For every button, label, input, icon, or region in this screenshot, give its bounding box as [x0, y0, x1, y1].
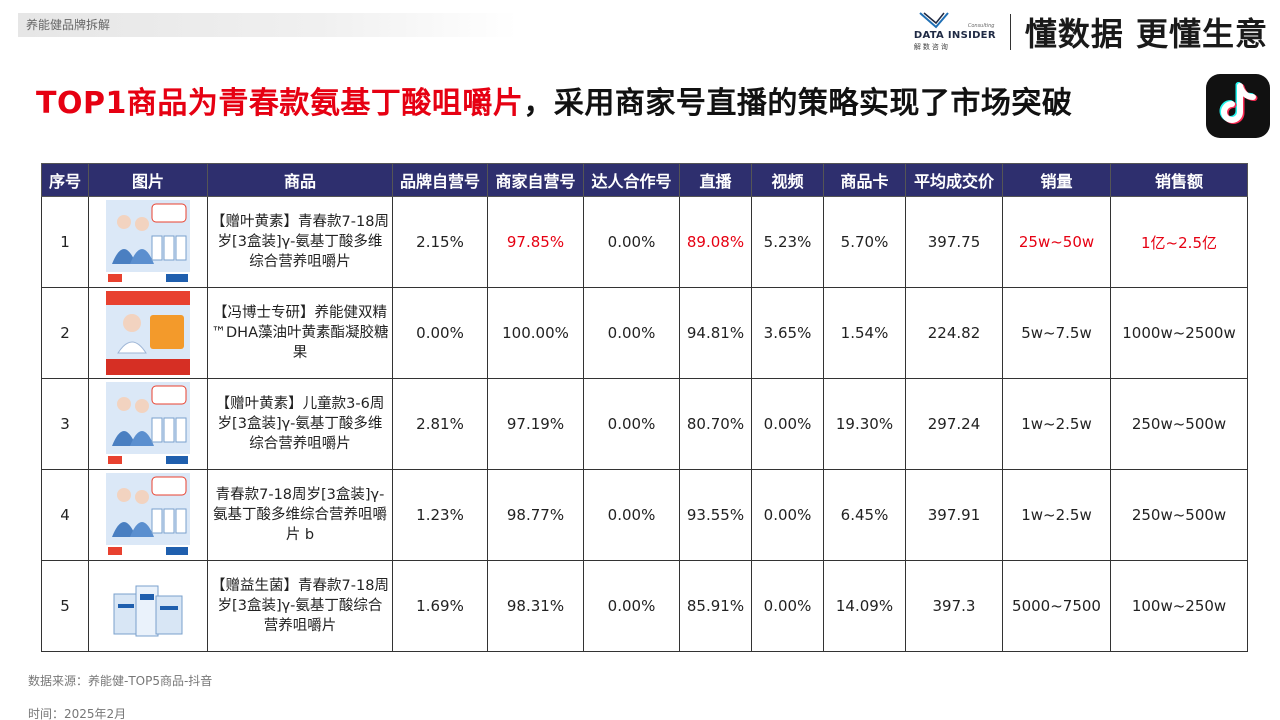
table-row: 2 【冯博士专研】养能健双精™DHA藻油叶黄素酯凝胶糖果 0.00% 100.0… [41, 287, 1248, 379]
product-image [106, 382, 190, 466]
cell-live: 89.08% [679, 196, 752, 288]
cell-merchant-self: 97.85% [487, 196, 584, 288]
cell-image [88, 560, 208, 652]
cell-live: 93.55% [679, 469, 752, 561]
col-header-influencer: 达人合作号 [583, 163, 680, 197]
cell-sales: 100w~250w [1110, 560, 1248, 652]
cell-sales: 250w~500w [1110, 469, 1248, 561]
cell-volume: 1w~2.5w [1002, 378, 1111, 470]
cell-avg-price: 397.91 [905, 469, 1003, 561]
cell-brand-self: 2.15% [392, 196, 488, 288]
product-image [106, 200, 190, 284]
cell-no: 3 [41, 378, 89, 470]
cell-avg-price: 397.75 [905, 196, 1003, 288]
table-header-row: 序号 图片 商品 品牌自营号 商家自营号 达人合作号 直播 视频 商品卡 平均成… [41, 163, 1248, 197]
cell-live: 94.81% [679, 287, 752, 379]
col-header-image: 图片 [88, 163, 208, 197]
slogan: 懂数据 更懂生意 [1024, 15, 1268, 53]
cell-avg-price: 397.3 [905, 560, 1003, 652]
cell-merchant-self: 100.00% [487, 287, 584, 379]
cell-image [88, 469, 208, 561]
cell-card: 1.54% [823, 287, 906, 379]
cell-influencer: 0.00% [583, 287, 680, 379]
col-header-avg-price: 平均成交价 [905, 163, 1003, 197]
cell-card: 5.70% [823, 196, 906, 288]
cell-image [88, 287, 208, 379]
cell-image [88, 378, 208, 470]
cell-product: 【赠益生菌】青春款7-18周岁[3盒装]γ-氨基丁酸综合营养咀嚼片 [207, 560, 393, 652]
col-header-video: 视频 [751, 163, 824, 197]
table-row: 3 【赠叶黄素】儿童款3-6周岁[3盒装]γ-氨基丁酸多维综合营养咀嚼片 2.8… [41, 378, 1248, 470]
table-row: 1 【赠叶黄素】青春款7-18周岁[3盒装]γ-氨基丁酸多维综合营养咀嚼片 2.… [41, 196, 1248, 288]
cell-influencer: 0.00% [583, 196, 680, 288]
cell-brand-self: 1.23% [392, 469, 488, 561]
col-header-live: 直播 [679, 163, 752, 197]
cell-video: 5.23% [751, 196, 824, 288]
product-image [106, 291, 190, 375]
cell-card: 19.30% [823, 378, 906, 470]
col-header-sales: 销售额 [1110, 163, 1248, 197]
cell-volume: 5000~7500 [1002, 560, 1111, 652]
table-row: 4 青春款7-18周岁[3盒装]γ-氨基丁酸多维综合营养咀嚼片 b 1.23% … [41, 469, 1248, 561]
col-header-merchant-self: 商家自营号 [487, 163, 584, 197]
headline-rest: ，采用商家号直播的策略实现了市场突破 [523, 86, 1073, 121]
cell-influencer: 0.00% [583, 469, 680, 561]
page-headline: TOP1商品为青春款氨基丁酸咀嚼片，采用商家号直播的策略实现了市场突破 [36, 78, 1072, 122]
col-header-brand-self: 品牌自营号 [392, 163, 488, 197]
cell-volume: 1w~2.5w [1002, 469, 1111, 561]
cell-product: 【冯博士专研】养能健双精™DHA藻油叶黄素酯凝胶糖果 [207, 287, 393, 379]
cell-video: 3.65% [751, 287, 824, 379]
cell-no: 1 [41, 196, 89, 288]
cell-product: 【赠叶黄素】青春款7-18周岁[3盒装]γ-氨基丁酸多维综合营养咀嚼片 [207, 196, 393, 288]
cell-volume: 25w~50w [1002, 196, 1111, 288]
table-row: 5 【赠益生菌】青春款7-18周岁[3盒装]γ-氨基丁酸综合营养咀嚼片 1.69… [41, 560, 1248, 652]
cell-influencer: 0.00% [583, 378, 680, 470]
brand-divider [1009, 14, 1011, 50]
cell-merchant-self: 98.31% [487, 560, 584, 652]
cell-influencer: 0.00% [583, 560, 680, 652]
cell-product: 青春款7-18周岁[3盒装]γ-氨基丁酸多维综合营养咀嚼片 b [207, 469, 393, 561]
tiktok-icon [1206, 74, 1270, 138]
cell-image [88, 196, 208, 288]
cell-sales: 1000w~2500w [1110, 287, 1248, 379]
col-header-product: 商品 [207, 163, 393, 197]
cell-avg-price: 297.24 [905, 378, 1003, 470]
cell-no: 5 [41, 560, 89, 652]
cell-brand-self: 2.81% [392, 378, 488, 470]
product-image [106, 564, 190, 648]
brand-block: Consulting DATA INSIDER 解数咨询 懂数据 更懂生意 [914, 10, 1268, 54]
col-header-no: 序号 [41, 163, 89, 197]
cell-sales: 1亿~2.5亿 [1110, 196, 1248, 288]
data-source-note: 数据来源：养能健-TOP5商品-抖音 [28, 674, 213, 688]
cell-card: 6.45% [823, 469, 906, 561]
date-note: 时间：2025年2月 [28, 707, 127, 720]
logo-consulting-text: Consulting [967, 23, 995, 29]
col-header-card: 商品卡 [823, 163, 906, 197]
cell-no: 2 [41, 287, 89, 379]
product-image [106, 473, 190, 557]
logo-sub-text: 解数咨询 [913, 43, 950, 51]
logo-main-text: DATA INSIDER [913, 30, 996, 41]
cell-card: 14.09% [823, 560, 906, 652]
cell-live: 80.70% [679, 378, 752, 470]
cell-video: 0.00% [751, 378, 824, 470]
cell-avg-price: 224.82 [905, 287, 1003, 379]
cell-sales: 250w~500w [1110, 378, 1248, 470]
headline-highlight: TOP1商品为青春款氨基丁酸咀嚼片 [36, 86, 524, 121]
section-tag: 养能健品牌拆解 [18, 13, 518, 37]
data-insider-logo: Consulting DATA INSIDER 解数咨询 [914, 11, 998, 53]
cell-video: 0.00% [751, 560, 824, 652]
col-header-volume: 销量 [1002, 163, 1111, 197]
cell-merchant-self: 97.19% [487, 378, 584, 470]
cell-no: 4 [41, 469, 89, 561]
cell-video: 0.00% [751, 469, 824, 561]
cell-brand-self: 1.69% [392, 560, 488, 652]
top5-products-table: 序号 图片 商品 品牌自营号 商家自营号 达人合作号 直播 视频 商品卡 平均成… [41, 163, 1248, 652]
cell-merchant-self: 98.77% [487, 469, 584, 561]
cell-volume: 5w~7.5w [1002, 287, 1111, 379]
cell-brand-self: 0.00% [392, 287, 488, 379]
cell-product: 【赠叶黄素】儿童款3-6周岁[3盒装]γ-氨基丁酸多维综合营养咀嚼片 [207, 378, 393, 470]
cell-live: 85.91% [679, 560, 752, 652]
